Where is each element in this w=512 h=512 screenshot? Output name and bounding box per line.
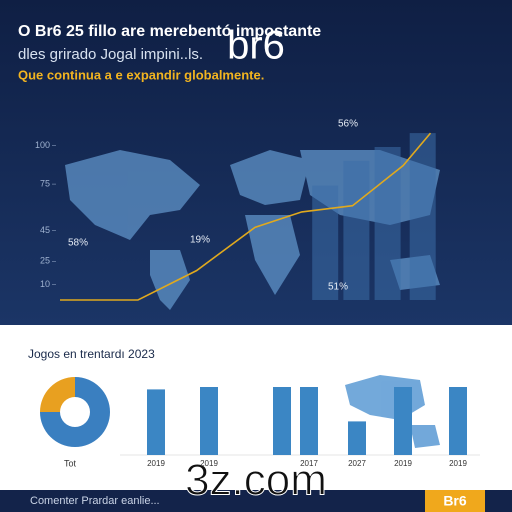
watermark: br6 — [227, 24, 285, 68]
x-tick-label: 2017 — [300, 459, 318, 468]
annotation: 56% — [338, 119, 358, 130]
bar — [343, 160, 370, 300]
x-tick-label: 2019 — [394, 459, 412, 468]
bar — [300, 387, 318, 455]
bar — [273, 387, 291, 455]
subtitle: dles grirado Jogal impini..ls. — [18, 46, 203, 63]
title: O Br6 25 fillo are merebentó impostante — [18, 23, 321, 40]
bar — [449, 387, 467, 455]
bar — [348, 421, 366, 455]
footer-bar — [0, 490, 512, 512]
bar-title: Jogos en trentardı 2023 — [28, 347, 155, 361]
badge-text: Br6 — [443, 493, 467, 509]
bar — [200, 387, 218, 455]
x-tick-label: 2019 — [147, 459, 165, 468]
bar — [312, 185, 339, 300]
x-tick-label: 2027 — [348, 459, 366, 468]
annotation: 58% — [68, 238, 88, 249]
bottom-panel — [0, 325, 512, 490]
y-tick-label: 45 — [40, 225, 50, 235]
tagline: Que continua a e expandir globalmente. — [18, 67, 264, 82]
annotation: 19% — [190, 235, 210, 246]
bar — [394, 387, 412, 455]
footer-text: Comenter Prardar eanlie... — [30, 495, 160, 507]
annotation: 51% — [328, 282, 348, 293]
y-tick-label: 10 — [40, 279, 50, 289]
line — [60, 132, 432, 301]
pie-slice — [40, 377, 110, 447]
pie-slice — [40, 377, 75, 412]
x-tick-label: 2019 — [449, 459, 467, 468]
pie-label: Tot — [64, 458, 77, 468]
watermark: 3z.com — [185, 456, 327, 505]
y-tick-label: 75 — [40, 178, 50, 188]
bar — [374, 147, 401, 300]
x-tick-label: 2019 — [200, 459, 218, 468]
bar — [409, 133, 436, 300]
badge — [425, 490, 485, 512]
y-tick-label: 100 — [35, 140, 50, 150]
bar — [147, 389, 165, 455]
y-tick-label: 25 — [40, 256, 50, 266]
